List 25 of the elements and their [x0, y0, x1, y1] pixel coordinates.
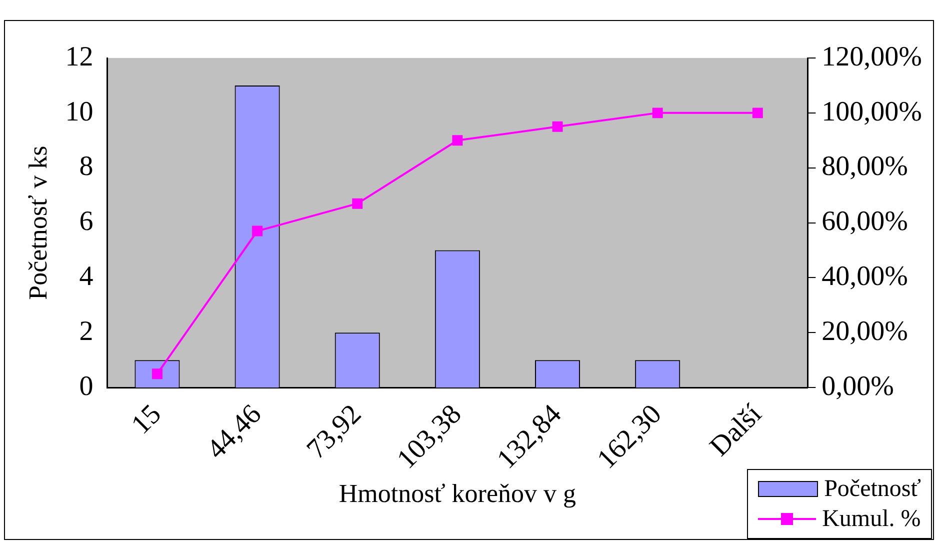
point: [752, 108, 763, 118]
y-tick-label: 2: [79, 316, 94, 348]
point: [252, 226, 263, 236]
y2-tick-label: 40,00%: [822, 261, 908, 292]
y2-tick-label: 100,00%: [822, 96, 922, 128]
legend-label: Kumul. %: [821, 504, 921, 534]
y-tick-label: 10: [65, 96, 94, 128]
y-tick-label: 6: [79, 206, 94, 238]
y2-tick-label: 60,00%: [822, 206, 908, 238]
point: [552, 121, 563, 132]
y2-tick-label: 0,00%: [822, 370, 894, 402]
y2-tick-label: 120,00%: [822, 41, 922, 72]
y-tick-label: 8: [79, 151, 94, 182]
legend-label: Početnosť: [823, 474, 921, 504]
y-tick-label: 0: [79, 370, 94, 402]
y2-tick-label: 80,00%: [822, 151, 908, 182]
point: [652, 108, 663, 118]
y2-tick-label: 20,00%: [822, 316, 908, 348]
x-tick-label: 15: [126, 398, 168, 440]
y-tick-label: 4: [79, 261, 94, 292]
y-tick-label: 12: [65, 41, 94, 72]
x-axis-title: Hmotnosť koreňov v g: [338, 479, 576, 508]
point: [452, 135, 463, 146]
point: [352, 198, 363, 209]
y-axis-title: Početnosť v ks: [23, 146, 52, 300]
